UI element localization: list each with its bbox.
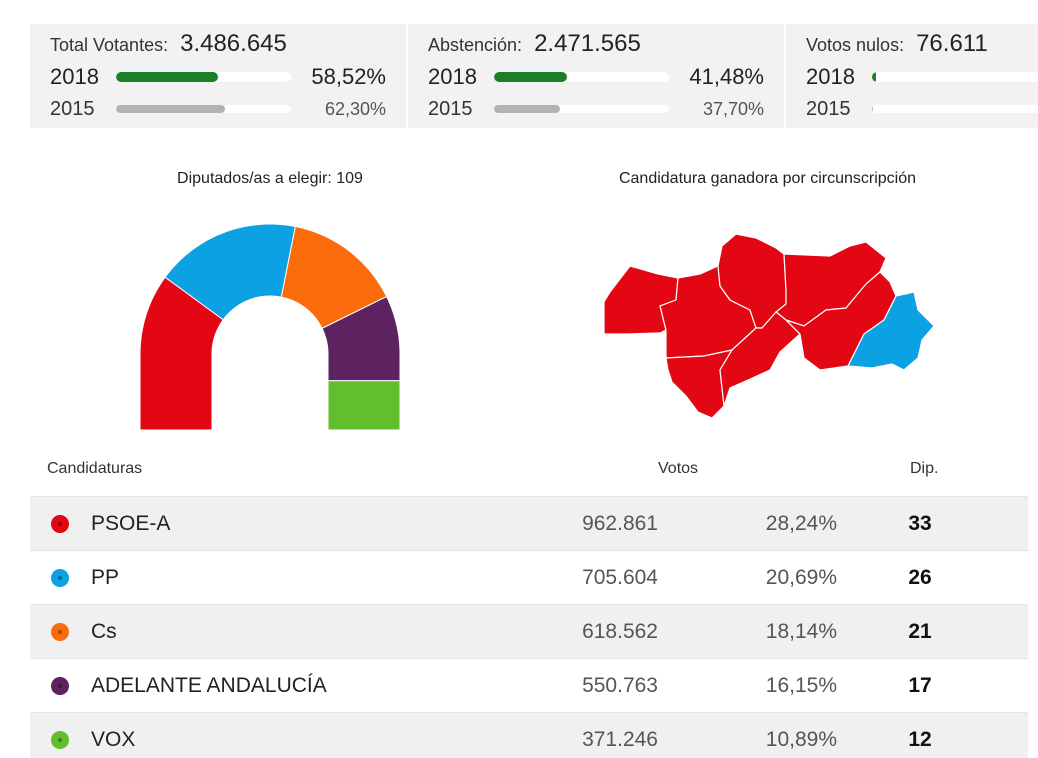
province-malaga[interactable]: [719, 311, 801, 407]
party-percent: 18,14%: [765, 620, 837, 643]
party-name: Cs: [91, 620, 117, 643]
header-votos: Votos: [658, 460, 699, 477]
party-votes: 705.604: [582, 566, 658, 589]
table-row[interactable]: VOX 371.246 10,89% 12: [30, 712, 1028, 758]
year-label: 2015: [50, 97, 95, 120]
party-color-dot: [51, 677, 69, 695]
stat-label: Votos nulos:: [806, 35, 905, 55]
stat-value: 3.486.645: [180, 30, 287, 57]
progress-fill: [116, 72, 219, 82]
stat-value: 2.471.565: [534, 30, 641, 57]
stat-row-2018: 2018 58,52%: [50, 60, 406, 94]
year-label: 2018: [806, 64, 855, 89]
stat-row-2015: 2015: [806, 94, 1038, 124]
map-caption: Candidatura ganadora por circunscripción: [618, 170, 917, 187]
progress-bar: [872, 105, 1038, 113]
table-row[interactable]: PSOE-A 962.861 28,24% 33: [30, 496, 1028, 550]
party-color-dot: [51, 515, 69, 533]
party-name: ADELANTE ANDALUCÍA: [91, 674, 327, 697]
progress-fill: [872, 72, 876, 82]
header-dip: Dip.: [910, 460, 939, 477]
header-candidaturas: Candidaturas: [47, 460, 143, 477]
party-percent: 16,15%: [765, 674, 837, 697]
stat-label: Abstención:: [428, 35, 523, 55]
party-name: PP: [91, 566, 120, 589]
stat-label: Total Votantes:: [50, 35, 169, 55]
results-table: PSOE-A 962.861 28,24% 33 PP 705.604 20,6…: [30, 496, 1028, 758]
party-votes: 962.861: [582, 512, 658, 535]
party-seats: 33: [908, 512, 932, 535]
stat-value: 76.611: [916, 30, 988, 57]
stat-row-2018: 2018: [806, 60, 1038, 94]
turnout-stats-strip: Total Votantes: 3.486.645 2018 58,52% 20…: [30, 24, 1038, 128]
progress-fill: [494, 72, 567, 82]
andalusia-province-map: [603, 233, 935, 419]
stat-total-votantes: Total Votantes: 3.486.645 2018 58,52% 20…: [30, 24, 408, 128]
seat-sector-vox[interactable]: [327, 380, 400, 431]
progress-fill: [494, 105, 560, 113]
party-seats: 17: [908, 674, 932, 697]
party-votes: 371.246: [582, 728, 658, 751]
parliament-caption: Diputados/as a elegir: 109: [177, 170, 363, 187]
party-seats: 12: [908, 728, 932, 751]
province-huelva[interactable]: [603, 265, 679, 335]
stat-votos-nulos: Votos nulos: 76.611 2018 2015: [786, 24, 1038, 128]
party-votes: 550.763: [582, 674, 658, 697]
percent-value: 58,52%: [311, 64, 386, 89]
table-row[interactable]: ADELANTE ANDALUCÍA 550.763 16,15% 17: [30, 658, 1028, 712]
progress-fill: [116, 105, 226, 113]
stat-abstencion: Abstención: 2.471.565 2018 41,48% 2015 3…: [408, 24, 786, 128]
progress-bar: [116, 72, 291, 82]
progress-fill: [872, 105, 874, 113]
year-label: 2015: [806, 97, 851, 120]
percent-value: 41,48%: [689, 64, 764, 89]
party-percent: 28,24%: [765, 512, 837, 535]
party-seats: 26: [908, 566, 932, 589]
party-percent: 20,69%: [765, 566, 837, 589]
party-name: PSOE-A: [91, 512, 171, 535]
year-label: 2018: [50, 64, 99, 89]
table-row[interactable]: PP 705.604 20,69% 26: [30, 550, 1028, 604]
province-cadiz[interactable]: [665, 349, 734, 419]
progress-bar: [872, 72, 1038, 82]
party-votes: 618.562: [582, 620, 658, 643]
party-seats: 21: [908, 620, 932, 643]
progress-bar: [116, 105, 291, 113]
stat-row-2015: 2015 37,70%: [428, 94, 784, 124]
year-label: 2015: [428, 97, 473, 120]
province-almeria[interactable]: [847, 291, 935, 371]
party-name: VOX: [91, 728, 136, 751]
stat-row-2018: 2018 41,48%: [428, 60, 784, 94]
percent-value: 62,30%: [324, 98, 386, 119]
progress-bar: [494, 72, 669, 82]
party-color-dot: [51, 623, 69, 641]
percent-value: 37,70%: [702, 98, 764, 119]
results-table-header: Candidaturas Votos Dip.: [30, 455, 1028, 485]
progress-bar: [494, 105, 669, 113]
parliament-seat-chart: [140, 224, 400, 431]
table-row[interactable]: Cs 618.562 18,14% 21: [30, 604, 1028, 658]
party-color-dot: [51, 569, 69, 587]
party-color-dot: [51, 731, 69, 749]
stat-row-2015: 2015 62,30%: [50, 94, 406, 124]
party-percent: 10,89%: [765, 728, 837, 751]
year-label: 2018: [428, 64, 477, 89]
